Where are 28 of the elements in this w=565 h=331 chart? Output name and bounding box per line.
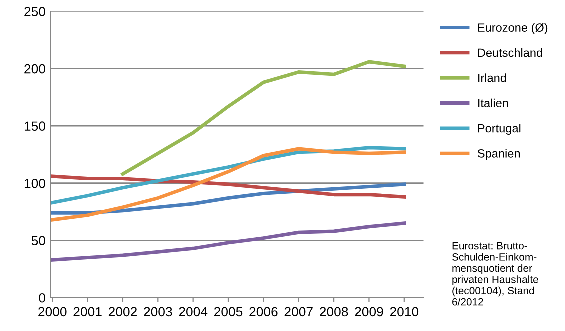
x-tick-label: 2003 [144,307,172,317]
line-series [121,60,406,176]
x-tick-label: 2010 [390,307,419,317]
x-tick-label: 2007 [284,307,313,317]
legend-label: Spanien [478,149,520,160]
line-series [50,174,406,199]
legend-label: Portugal [478,124,521,136]
x-tick-label: 2006 [250,307,278,317]
legend-label: Irland [478,74,506,82]
legend-label: Italien [478,98,508,108]
y-tick-label: 100 [24,178,46,188]
line-series [50,222,406,262]
x-tick-label: 2002 [108,307,137,317]
x-tick-label: 2009 [355,307,384,317]
text: Eurostat: Brutto- Schulden-Einkom- mensquotient der privaten Haushalte (tec00104), Stand 6/2012 [452,242,538,306]
x-tick-label: 2004 [179,307,208,317]
line-series [50,147,406,222]
x-tick-label: 2001 [74,307,102,317]
x-tick-label: 2008 [320,307,348,317]
legend-label: Deutschland [478,48,542,58]
y-tick-label: 250 [24,7,46,16]
legend-label: Eurozone (Ø) [478,23,548,34]
x-tick-label: 2005 [214,307,243,317]
x-tick-label: 2000 [38,307,67,317]
y-tick-label: 0 [39,293,46,303]
y-tick-label: 50 [32,236,46,246]
y-tick-label: 150 [24,122,46,132]
y-tick-label: 200 [24,64,46,74]
